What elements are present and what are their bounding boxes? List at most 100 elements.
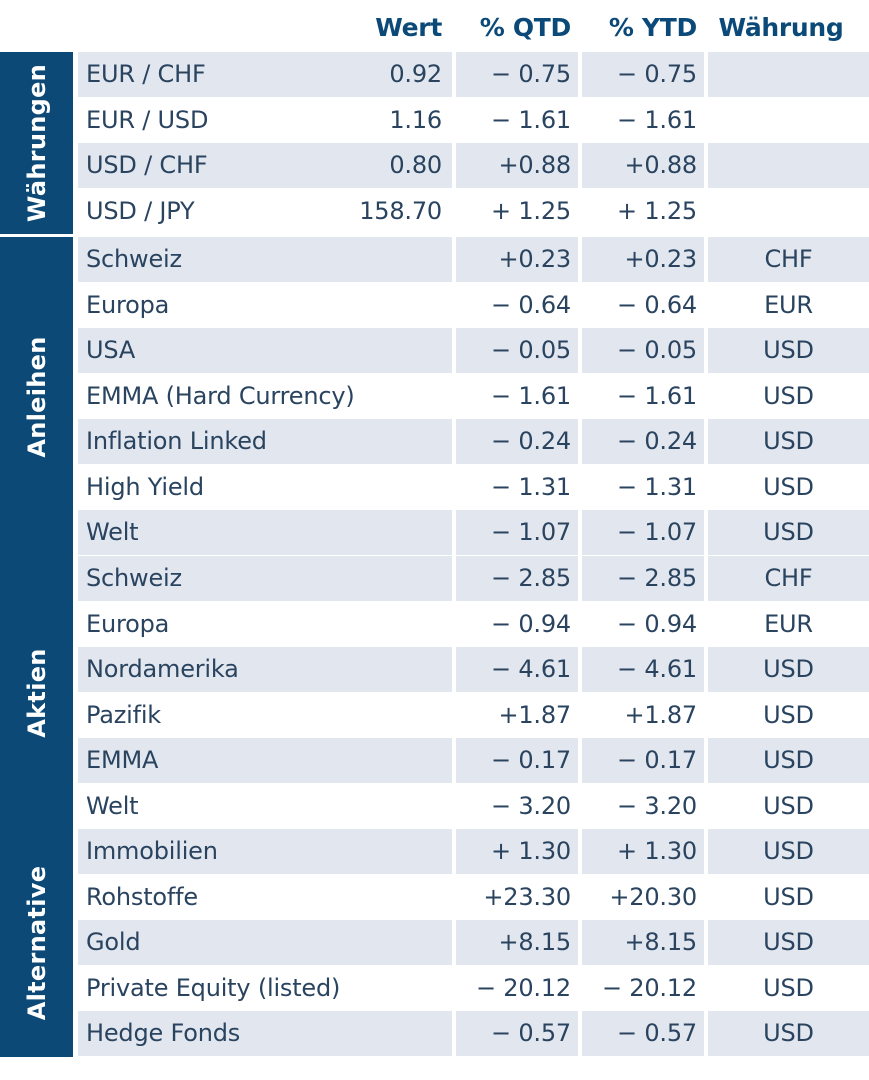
row-name: Immobilien (86, 837, 218, 865)
table-row: USA − 0.05 − 0.05 USD (78, 328, 869, 373)
row-ytd: +0.23 (624, 245, 697, 273)
table-row: Rohstoffe +23.30 +20.30 USD (78, 875, 869, 920)
column-divider (452, 693, 456, 738)
row-qtd: +1.87 (498, 701, 571, 729)
row-ytd: − 4.61 (617, 655, 697, 683)
row-currency: USD (763, 1019, 814, 1047)
row-qtd: − 0.05 (491, 336, 571, 364)
row-ytd: − 0.75 (617, 60, 697, 88)
header-qtd: % QTD (479, 13, 572, 42)
row-wert (330, 647, 442, 692)
group-label: Anleihen (22, 335, 51, 458)
row-wert (330, 784, 442, 829)
column-divider (578, 556, 582, 601)
row-currency (706, 143, 869, 188)
row-ytd: +0.88 (624, 151, 697, 179)
group-3: Alternative Immobilien + 1.30 + 1.30 USD Rohs… (0, 829, 869, 1057)
row-currency: USD (763, 792, 814, 820)
row-wert: 0.80 (389, 151, 442, 179)
column-divider (704, 784, 708, 829)
row-qtd: +0.23 (498, 245, 571, 273)
row-ytd: − 2.85 (617, 564, 697, 592)
table-row: Schweiz − 2.85 − 2.85 CHF (78, 556, 869, 601)
group-2: Aktien Schweiz − 2.85 − 2.85 CHF Europa − 0.94… (0, 556, 869, 829)
row-wert (330, 237, 442, 282)
table-row: Nordamerika − 4.61 − 4.61 USD (78, 647, 869, 692)
column-divider (452, 283, 456, 328)
row-name: Inflation Linked (86, 427, 267, 455)
table-row: EUR / USD 1.16 − 1.61 − 1.61 (78, 98, 869, 143)
column-divider (452, 738, 456, 783)
column-divider (704, 966, 708, 1011)
row-qtd: − 1.61 (491, 382, 571, 410)
row-name: EUR / USD (86, 106, 209, 134)
row-name: Gold (86, 928, 141, 956)
row-wert (330, 966, 442, 1011)
column-divider (578, 98, 582, 143)
column-divider (704, 602, 708, 647)
row-currency (706, 98, 869, 143)
table-row: USD / CHF 0.80 +0.88 +0.88 (78, 143, 869, 188)
column-divider (704, 693, 708, 738)
row-wert (330, 510, 442, 555)
column-divider (452, 1011, 456, 1056)
column-divider (578, 875, 582, 920)
row-wert (330, 328, 442, 373)
column-divider (578, 920, 582, 965)
row-qtd: +8.15 (498, 928, 571, 956)
column-divider (578, 237, 582, 282)
row-name: Schweiz (86, 245, 182, 273)
column-divider (704, 556, 708, 601)
group-label: Aktien (22, 647, 51, 738)
column-divider (578, 829, 582, 874)
column-divider (704, 98, 708, 143)
column-divider (578, 1011, 582, 1056)
column-divider (452, 98, 456, 143)
row-ytd: − 0.17 (617, 746, 697, 774)
table-row: Hedge Fonds − 0.57 − 0.57 USD (78, 1011, 869, 1056)
table-row: EMMA (Hard Currency) − 1.61 − 1.61 USD (78, 374, 869, 419)
column-divider (452, 784, 456, 829)
column-divider (578, 419, 582, 464)
row-ytd: − 3.20 (617, 792, 697, 820)
column-divider (704, 647, 708, 692)
row-name: USA (86, 336, 136, 364)
column-divider (578, 602, 582, 647)
row-name: Welt (86, 792, 139, 820)
row-ytd: − 0.94 (617, 610, 697, 638)
row-wert (330, 875, 442, 920)
row-currency: USD (763, 928, 814, 956)
group-0: Währungen EUR / CHF 0.92− 0.75− 0.75 EUR / … (0, 52, 869, 234)
column-divider (452, 829, 456, 874)
column-divider (452, 374, 456, 419)
column-divider (578, 647, 582, 692)
row-name: Hedge Fonds (86, 1019, 241, 1047)
header-ytd: % YTD (608, 13, 697, 42)
row-ytd: − 0.57 (617, 1019, 697, 1047)
column-divider (704, 738, 708, 783)
column-divider (578, 966, 582, 1011)
table-row: EMMA − 0.17 − 0.17 USD (78, 738, 869, 783)
column-divider (578, 328, 582, 373)
row-currency: USD (763, 336, 814, 364)
table-row: USD / JPY 158.70 + 1.25 + 1.25 (78, 189, 869, 234)
group-1: Anleihen Schweiz +0.23 +0.23 CHF Europa − 0.64… (0, 237, 869, 556)
column-divider (704, 237, 708, 282)
column-divider (578, 189, 582, 234)
table-header: Wert % QTD % YTD Währung (0, 0, 869, 52)
column-divider (452, 328, 456, 373)
column-divider (704, 283, 708, 328)
row-wert (330, 556, 442, 601)
group-side-bar: Währungen (0, 52, 73, 234)
column-divider (578, 738, 582, 783)
row-currency: USD (763, 746, 814, 774)
column-divider (452, 920, 456, 965)
table-row: Private Equity (listed) − 20.12 − 20.12 USD (78, 966, 869, 1011)
column-divider (452, 647, 456, 692)
row-currency: EUR (764, 610, 813, 638)
table-row: Europa − 0.94 − 0.94 EUR (78, 602, 869, 647)
header-currency: Währung (718, 13, 844, 42)
column-divider (704, 465, 708, 510)
row-qtd: +23.30 (483, 883, 571, 911)
